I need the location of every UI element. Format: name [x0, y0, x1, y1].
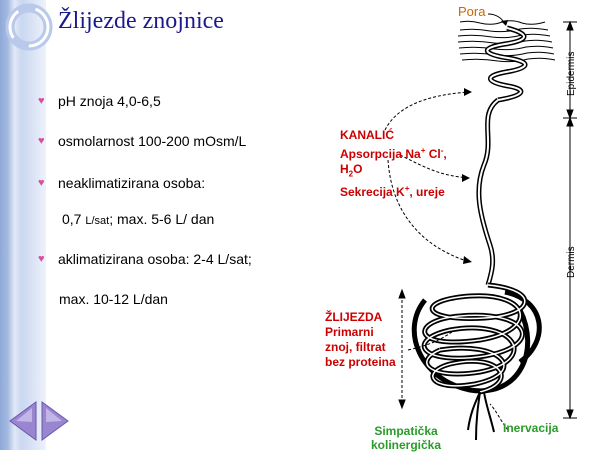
heart-icon: ♥: [38, 135, 45, 147]
kanalic-label: KANALIĆ Apsorpcija Na+ Cl-, H2O Sekrecij…: [340, 128, 447, 200]
apsorpcija-text: Apsorpcija Na: [340, 147, 421, 161]
triangle-right-icon[interactable]: [40, 400, 70, 442]
kanalic-title: KANALIĆ: [340, 128, 394, 142]
zlijezda-title: ŽLIJEZDA: [325, 310, 383, 324]
neaklimatizirana-value: 0,7 L/sat; max. 5-6 L/ dan: [62, 211, 214, 227]
layer-scale: [563, 20, 577, 420]
h2o-line: H2O: [340, 162, 447, 181]
sekrecija-line: Sekrecija K+, ureje: [340, 181, 447, 200]
side-gradient-strip: [0, 0, 46, 450]
subscript-2: 2: [348, 169, 354, 179]
heart-icon: ♥: [38, 177, 45, 189]
znoj-text: znoj, filtrat: [325, 340, 386, 354]
apsorpcija-line: Apsorpcija Na+ Cl-,: [340, 143, 447, 162]
ring-logo-icon: [5, 3, 53, 51]
inervacija-label: Inervacija: [503, 421, 559, 435]
simpaticka-text: Simpatička: [374, 424, 438, 438]
heart-icon: ♥: [38, 95, 45, 107]
bez-proteina-text: bez proteina: [325, 355, 396, 369]
plus-sign: +: [420, 146, 426, 155]
bullet-ph-text: pH znoja 4,0-6,5: [58, 93, 161, 109]
aklimatizirana-max: max. 10-12 L/dan: [59, 291, 168, 307]
triangle-left-icon[interactable]: [8, 400, 38, 442]
pora-label: Pora: [458, 4, 486, 19]
gland-bracket: [398, 288, 406, 410]
bullet-osmolarnost-text: osmolarnost 100-200 mOsm/L: [58, 133, 247, 149]
zlijezda-label: ŽLIJEZDA Primarni znoj, filtrat bez prot…: [325, 310, 396, 370]
o-text: O: [353, 162, 363, 176]
ureje-text: , ureje: [409, 185, 445, 200]
bullet-ph: ♥ pH znoja 4,0-6,5: [38, 93, 161, 109]
primarni-text: Primarni: [325, 325, 374, 339]
sekrecija-text: Sekrecija K: [340, 185, 405, 200]
chloride-text: Cl: [425, 147, 441, 161]
minus-sign: -: [440, 146, 444, 155]
bullet-neaklimatizirana-text: neaklimatizirana osoba:: [58, 175, 206, 191]
dermis-label: Dermis: [566, 246, 577, 278]
value-text: 0,7: [62, 211, 86, 227]
bullet-aklimatizirana-text: aklimatizirana osoba: 2-4 L/sat;: [58, 251, 252, 267]
epidermis-label: Epidermis: [566, 51, 577, 96]
bullet-aklimatizirana: ♥ aklimatizirana osoba: 2-4 L/sat;: [38, 251, 252, 267]
comma: ,: [443, 147, 447, 161]
bullet-osmolarnost: ♥ osmolarnost 100-200 mOsm/L: [38, 133, 246, 149]
slide-title: Žlijezde znojnice: [58, 8, 224, 34]
value-max: ; max. 5-6 L/ dan: [109, 211, 215, 227]
dashed-arrows: [384, 91, 509, 431]
h-text: H: [340, 162, 349, 176]
nerve-fiber: [467, 391, 495, 441]
plus-sign: +: [404, 184, 410, 194]
kolinergicka-text: kolinergička: [370, 438, 442, 452]
value-unit: L/sat: [85, 215, 110, 227]
bullet-neaklimatizirana: ♥ neaklimatizirana osoba:: [38, 175, 205, 191]
simpaticka-label: Simpatička kolinergička: [360, 424, 452, 452]
heart-icon: ♥: [38, 253, 45, 265]
